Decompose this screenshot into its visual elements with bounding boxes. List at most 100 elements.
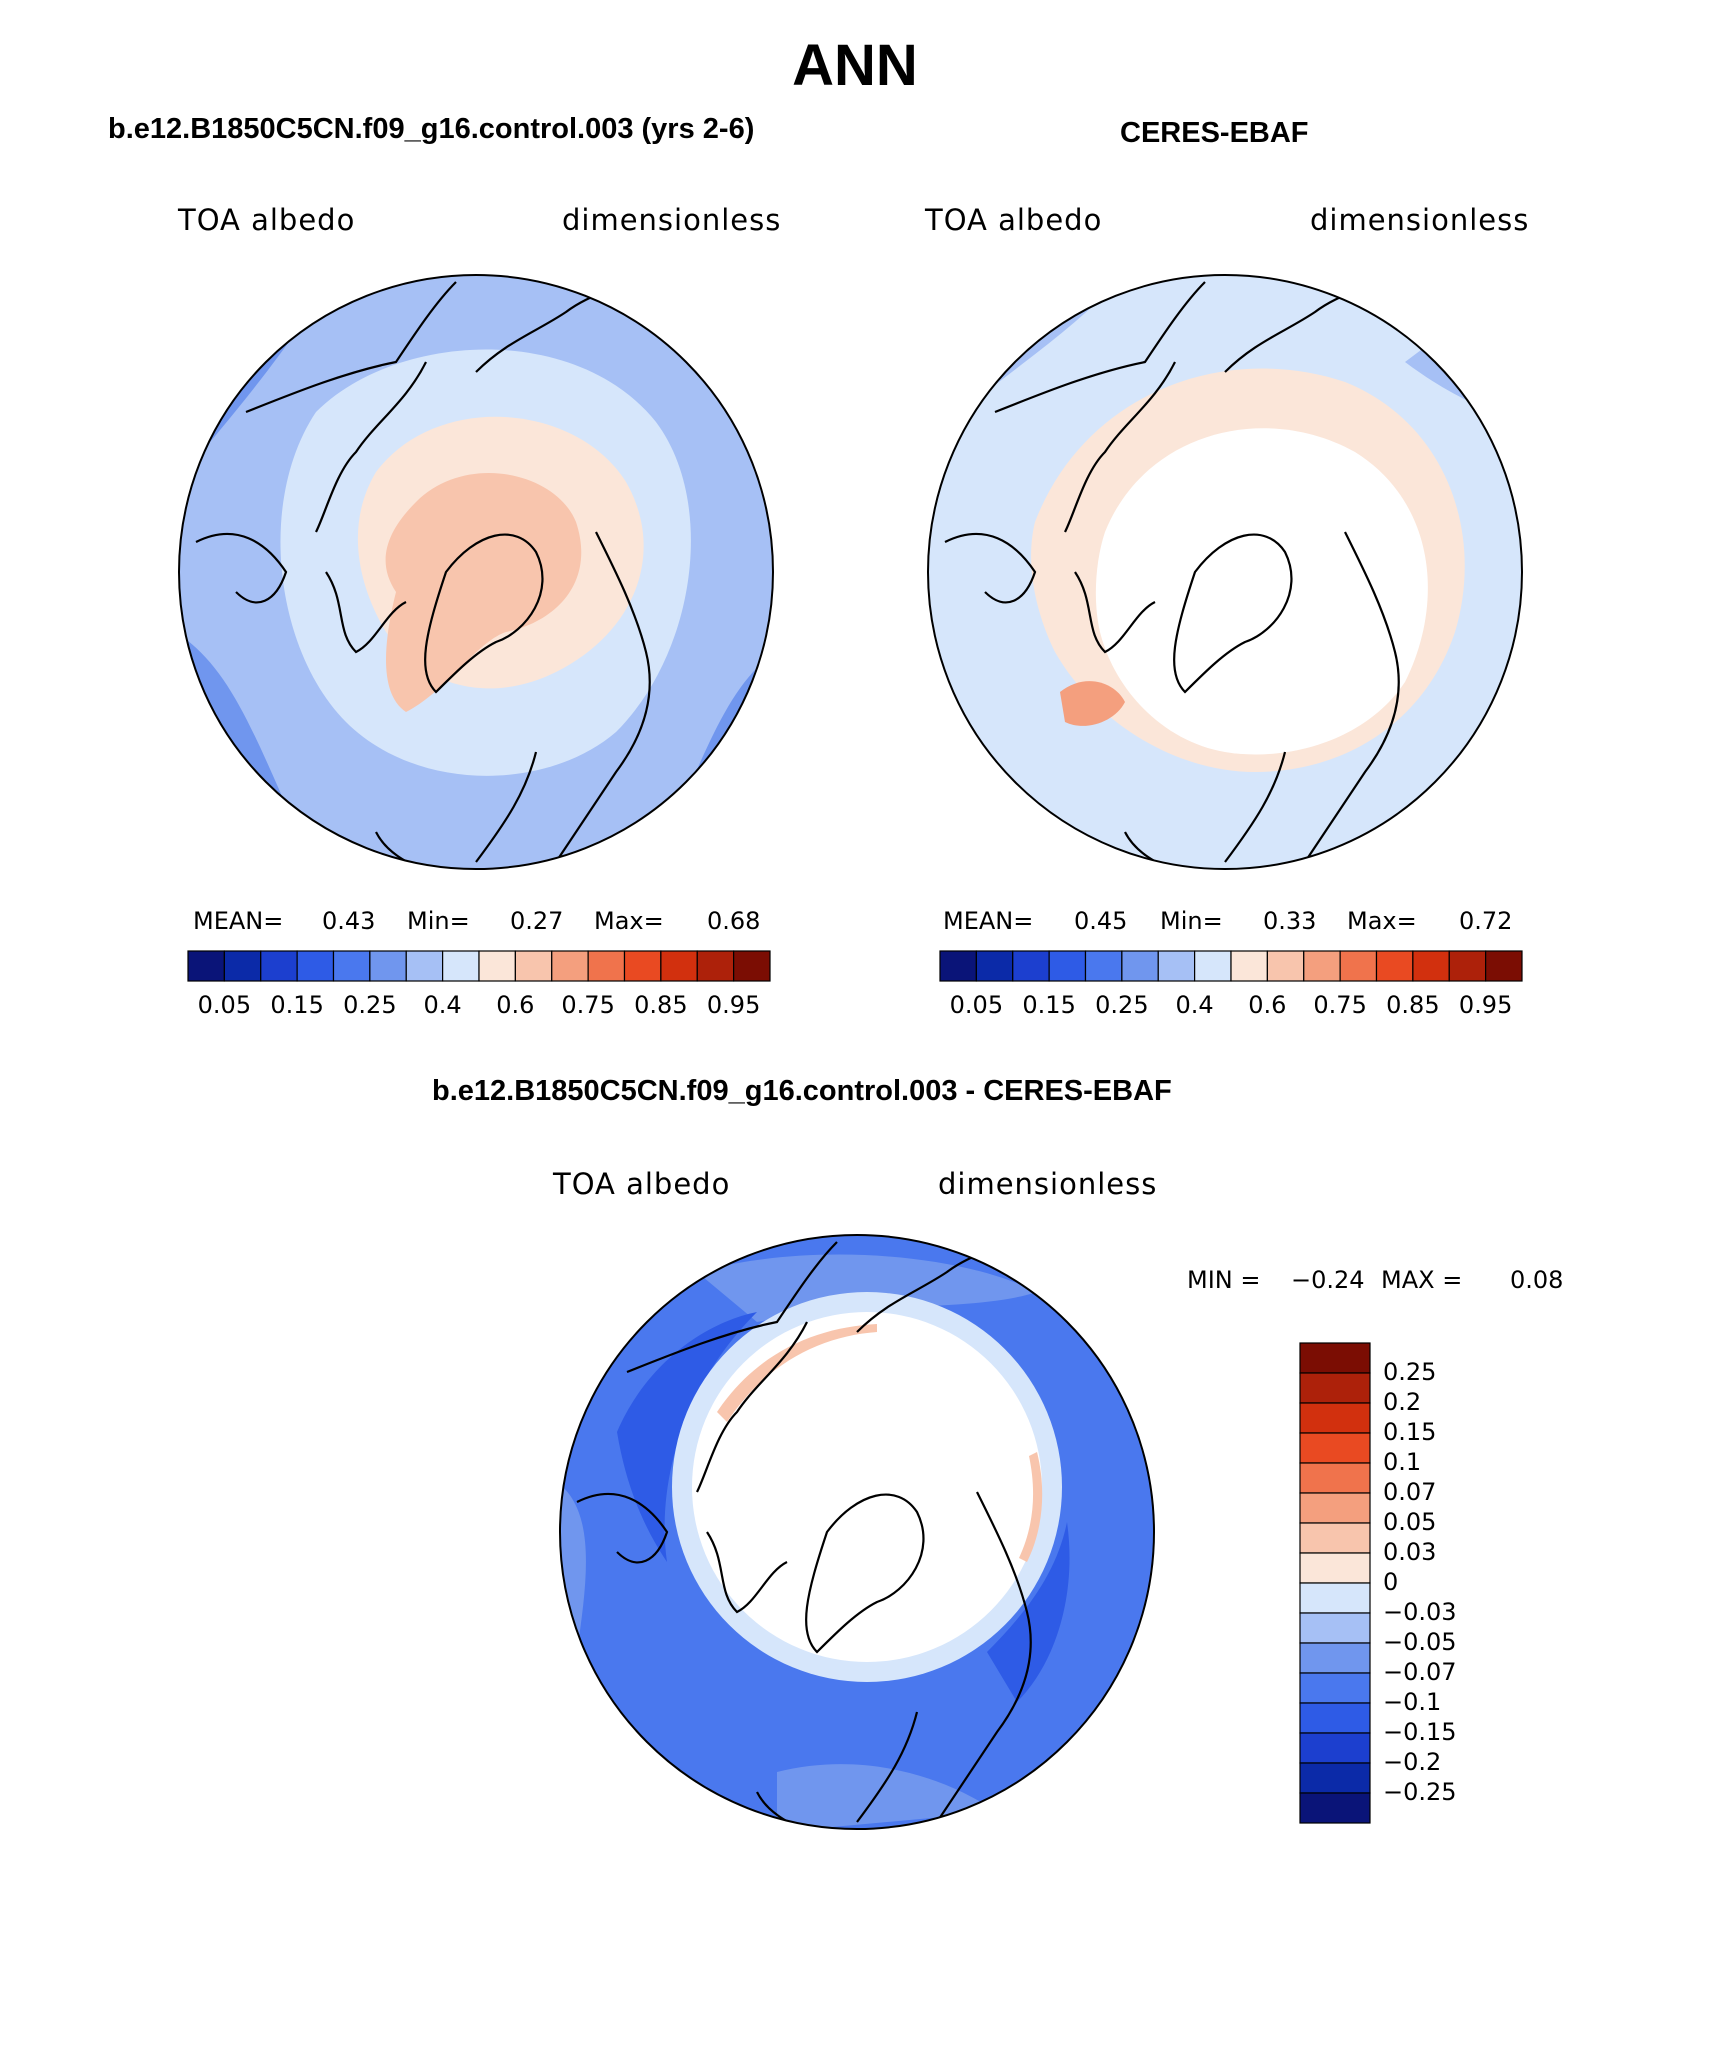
model-colorbar-swatch — [478, 950, 516, 982]
model-colorbar-swatch — [332, 950, 371, 982]
obs-colorbar-swatch — [1157, 950, 1196, 982]
model-colorbar-tick-label: 0.05 — [197, 991, 252, 1019]
obs-colorbar-swatch — [1303, 950, 1341, 982]
model-colorbar-tick-label: 0.75 — [561, 991, 615, 1019]
model-colorbar-swatch — [587, 950, 626, 982]
diff-colorbar-swatch — [1299, 1462, 1371, 1494]
diff-colorbar-swatch — [1299, 1372, 1371, 1404]
model-field-greenland — [385, 473, 582, 712]
obs-colorbar-swatch — [1012, 950, 1050, 982]
diff-colorbar-tick-label: −0.2 — [1383, 1748, 1442, 1776]
obs-coastlines — [944, 281, 1400, 869]
model-colorbar-swatch — [660, 950, 698, 982]
obs-colorbar-swatch — [1048, 950, 1087, 982]
obs-colorbar-tick-label: 0.25 — [1095, 991, 1149, 1019]
model-colorbar-swatch — [551, 950, 589, 982]
diff-colorbar-tick-label: 0.07 — [1383, 1478, 1437, 1506]
diff-max-label: MAX = — [1381, 1266, 1463, 1294]
obs-units-label: dimensionless — [1310, 203, 1530, 237]
obs-mean-value: 0.45 — [1074, 907, 1128, 935]
obs-colorbar-swatch — [1230, 950, 1268, 982]
obs-field-warm-spot — [1060, 681, 1125, 726]
model-colorbar-swatch — [623, 950, 662, 982]
model-colorbar-swatch — [405, 950, 444, 982]
obs-colorbar — [939, 950, 1523, 982]
diff-min-label: MIN = — [1187, 1266, 1261, 1294]
model-colorbar-swatch — [514, 950, 553, 982]
diff-colorbar-swatch — [1299, 1792, 1371, 1824]
diff-polar-map — [559, 1234, 1155, 1830]
model-colorbar-swatch — [296, 950, 335, 982]
model-colorbar-tick-label: 0.15 — [270, 991, 324, 1019]
diff-colorbar-tick-label: 0.1 — [1383, 1448, 1422, 1476]
model-variable-label: TOA albedo — [178, 203, 356, 237]
model-min-value: 0.27 — [510, 907, 564, 935]
obs-colorbar-swatch — [1485, 950, 1523, 982]
model-colorbar-swatch — [696, 950, 735, 982]
model-colorbar-tick-label: 0.6 — [496, 991, 535, 1019]
obs-colorbar-swatch — [1194, 950, 1232, 982]
diff-colorbar-swatch — [1299, 1762, 1371, 1794]
diff-colorbar-swatch — [1299, 1432, 1371, 1464]
obs-min-value: 0.33 — [1263, 907, 1317, 935]
model-colorbar-swatch — [187, 950, 225, 982]
diff-colorbar-tick-label: 0.03 — [1383, 1538, 1437, 1566]
model-colorbar-swatch — [223, 950, 262, 982]
obs-max-label: Max= — [1347, 907, 1417, 935]
diff-colorbar-swatch — [1299, 1702, 1371, 1734]
diff-colorbar-tick-label: −0.05 — [1383, 1628, 1457, 1656]
obs-colorbar-tick-label: 0.15 — [1022, 991, 1076, 1019]
model-colorbar-tick-label: 0.25 — [343, 991, 397, 1019]
diff-colorbar-swatch — [1299, 1342, 1371, 1374]
model-colorbar-swatch — [442, 950, 480, 982]
obs-max-value: 0.72 — [1459, 907, 1513, 935]
diff-colorbar-tick-label: −0.15 — [1383, 1718, 1457, 1746]
model-max-label: Max= — [594, 907, 664, 935]
diff-colorbar-tick-label: −0.03 — [1383, 1598, 1457, 1626]
obs-colorbar-tick-label: 0.6 — [1248, 991, 1287, 1019]
diff-colorbar — [1299, 1342, 1371, 1824]
obs-colorbar-swatch — [1412, 950, 1450, 982]
diff-colorbar-swatch — [1299, 1672, 1371, 1704]
obs-colorbar-swatch — [1375, 950, 1414, 982]
diff-colorbar-tick-label: −0.07 — [1383, 1658, 1457, 1686]
model-min-label: Min= — [407, 907, 470, 935]
obs-panel-title: CERES-EBAF — [1120, 117, 1309, 149]
obs-variable-label: TOA albedo — [925, 203, 1103, 237]
page-title: ANN — [792, 33, 918, 98]
diff-colorbar-swatch — [1299, 1612, 1371, 1644]
model-colorbar-tick-label: 0.95 — [706, 991, 761, 1019]
obs-colorbar-swatch — [975, 950, 1014, 982]
diff-colorbar-tick-label: 0.2 — [1383, 1388, 1422, 1416]
diff-colorbar-swatch — [1299, 1642, 1371, 1674]
obs-colorbar-swatch — [1084, 950, 1123, 982]
model-panel-title: b.e12.B1850C5CN.f09_g16.control.003 (yrs… — [108, 113, 755, 145]
diff-colorbar-tick-label: −0.1 — [1383, 1688, 1442, 1716]
obs-colorbar-swatch — [1339, 950, 1378, 982]
diff-colorbar-swatch — [1299, 1732, 1371, 1764]
model-max-value: 0.68 — [707, 907, 761, 935]
diff-colorbar-tick-label: 0.05 — [1383, 1508, 1437, 1536]
model-polar-map — [178, 274, 774, 870]
diff-colorbar-swatch — [1299, 1402, 1371, 1434]
diff-colorbar-tick-label: 0.25 — [1383, 1358, 1437, 1386]
diff-colorbar-swatch — [1299, 1492, 1371, 1524]
obs-colorbar-swatch — [1121, 950, 1159, 982]
model-colorbar-swatch — [733, 950, 771, 982]
obs-mean-label: MEAN= — [943, 907, 1034, 935]
diff-field-darker-ring — [617, 1312, 1070, 1702]
obs-colorbar-swatch — [1448, 950, 1487, 982]
model-colorbar-swatch — [369, 950, 407, 982]
obs-polar-map — [927, 274, 1523, 870]
model-colorbar-tick-label: 0.4 — [423, 991, 462, 1019]
obs-colorbar-tick-label: 0.75 — [1313, 991, 1367, 1019]
obs-colorbar-tick-label: 0.4 — [1175, 991, 1214, 1019]
obs-colorbar-tick-label: 0.05 — [949, 991, 1004, 1019]
obs-colorbar-swatch — [1266, 950, 1305, 982]
diff-min-value: −0.24 — [1291, 1266, 1365, 1294]
model-colorbar — [187, 950, 771, 982]
diff-colorbar-swatch — [1299, 1552, 1371, 1584]
model-colorbar-tick-label: 0.85 — [634, 991, 688, 1019]
diff-colorbar-swatch — [1299, 1522, 1371, 1554]
model-mean-label: MEAN= — [193, 907, 284, 935]
